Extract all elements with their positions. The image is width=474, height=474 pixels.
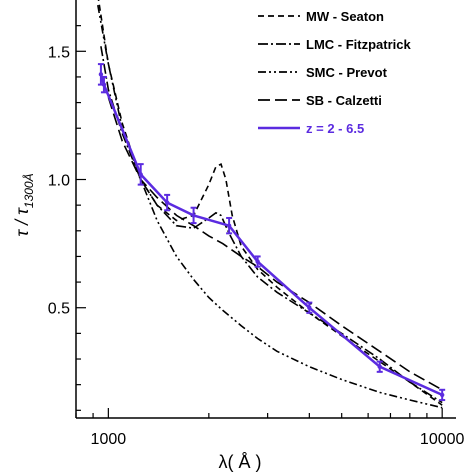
y-axis-title: τ / τ1300Å xyxy=(12,173,36,236)
legend-item-sb-calzetti: SB - Calzetti xyxy=(258,93,382,108)
legend-item-z-2-6-5: z = 2 - 6.5 xyxy=(258,121,364,136)
x-axis-title: λ( Å ) xyxy=(219,452,262,472)
data-marker xyxy=(164,200,170,205)
legend-label: SB - Calzetti xyxy=(306,93,382,108)
data-point xyxy=(306,301,313,314)
data-point xyxy=(100,75,107,94)
y-tick-label: 1.5 xyxy=(48,44,70,61)
data-marker xyxy=(377,364,382,369)
data-marker xyxy=(307,305,312,310)
data-point xyxy=(439,388,446,402)
data-marker xyxy=(255,259,260,264)
series-line-z-2-6-5 xyxy=(99,74,443,397)
series-line-smc-prevot xyxy=(97,4,443,409)
data-point xyxy=(97,63,104,86)
data-marker xyxy=(226,223,232,228)
plot-area xyxy=(97,0,446,409)
series-line-sb-calzetti xyxy=(107,97,443,391)
data-point xyxy=(226,216,233,235)
y-axis-title-sub: 1300Å xyxy=(21,173,36,208)
data-point xyxy=(254,255,261,268)
svg-text:τ / τ1300Å: τ / τ1300Å xyxy=(12,173,36,236)
y-axis-title-main: τ / τ xyxy=(12,207,32,237)
legend-item-lmc-fitzpatrick: LMC - Fitzpatrick xyxy=(258,37,411,52)
series-z-2-6-5 xyxy=(97,63,446,402)
x-tick-label: 1000 xyxy=(91,431,127,448)
legend-label: MW - Seaton xyxy=(306,9,384,24)
axis-layer: 0.5 1.0 1.5 1000 10000 xyxy=(48,0,465,448)
data-marker xyxy=(439,392,445,398)
data-point xyxy=(137,163,144,186)
series-line-mw-seaton xyxy=(97,0,443,406)
data-marker xyxy=(191,213,196,218)
legend-item-smc-prevot: SMC - Prevot xyxy=(258,65,388,80)
series-smc-prevot xyxy=(97,4,443,409)
data-marker xyxy=(101,82,107,87)
legend: MW - Seaton LMC - Fitzpatrick SMC - Prevot… xyxy=(258,9,411,136)
series-sb-calzetti xyxy=(107,97,443,391)
series-lmc-fitzpatrick xyxy=(100,46,443,404)
series-mw-seaton xyxy=(97,0,443,406)
data-point xyxy=(190,206,197,225)
data-marker xyxy=(138,172,143,177)
y-tick-label: 1.0 xyxy=(48,173,70,190)
data-marker xyxy=(98,72,104,77)
series-layer xyxy=(97,0,446,409)
data-point xyxy=(164,193,171,212)
y-tick-label: 0.5 xyxy=(48,301,70,318)
series-line-lmc-fitzpatrick xyxy=(100,46,443,404)
legend-label: LMC - Fitzpatrick xyxy=(306,37,411,52)
legend-item-mw-seaton: MW - Seaton xyxy=(258,9,384,24)
x-tick-label: 10000 xyxy=(420,431,465,448)
legend-label: z = 2 - 6.5 xyxy=(306,121,364,136)
data-point xyxy=(376,360,383,373)
legend-label: SMC - Prevot xyxy=(306,65,388,80)
